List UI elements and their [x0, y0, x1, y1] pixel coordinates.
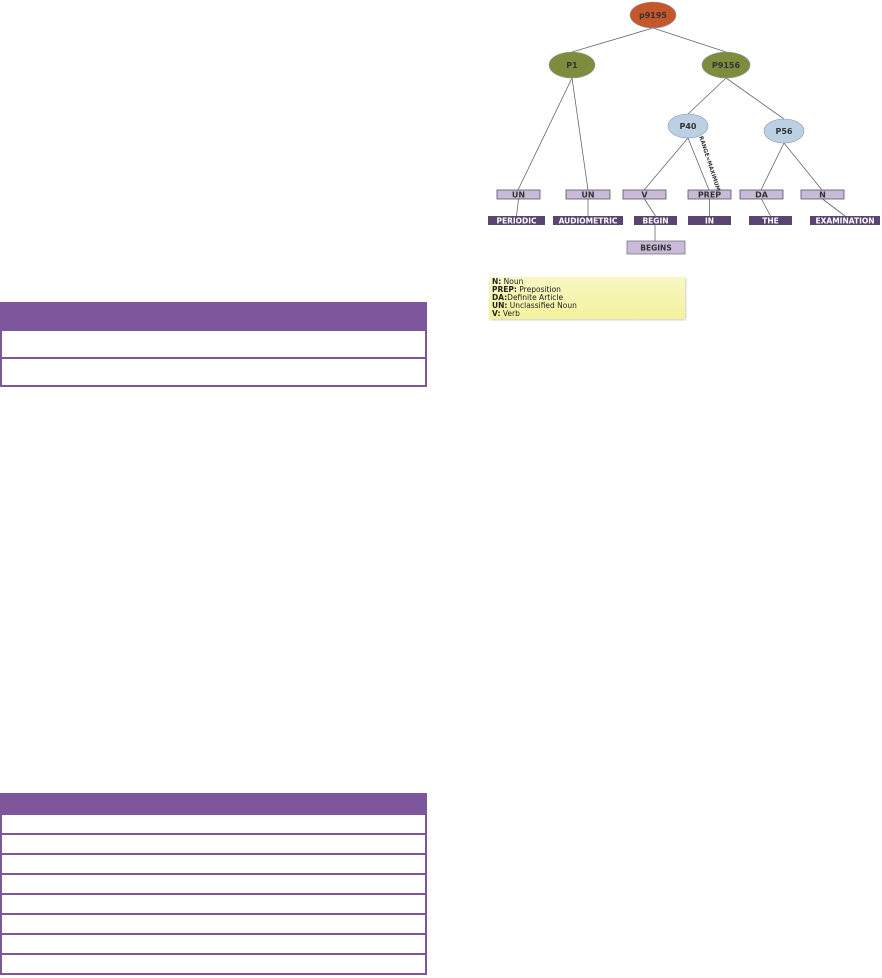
table-row [0, 955, 427, 975]
table-row [0, 915, 427, 935]
lemma-box [626, 240, 686, 255]
word-label: THE [762, 217, 779, 226]
table-row [0, 835, 427, 855]
tree-edge [571, 77, 589, 191]
word-label: BEGIN [642, 217, 668, 226]
pos-tag-box [739, 189, 784, 200]
tree-edge [761, 198, 771, 217]
word-label: PERIODIC [496, 217, 537, 226]
tree-edge [687, 77, 727, 115]
tree-node-p9156 [701, 51, 751, 79]
word-box [634, 216, 677, 225]
tree-edge [687, 137, 710, 191]
pos-tag-label: PREP [698, 191, 721, 200]
tree-edge [652, 27, 727, 53]
tree-edge [643, 137, 689, 191]
tree-edge [783, 142, 823, 191]
tree-edge [822, 198, 846, 217]
pos-tag-box [496, 189, 541, 200]
tree-edge [725, 77, 785, 120]
tree-node-label: P9156 [712, 61, 741, 70]
tree-node-label: P40 [680, 122, 697, 131]
pos-tag-label: V [641, 191, 648, 200]
table-top [0, 302, 427, 387]
pos-tag-label: UN [512, 191, 525, 200]
tree-edge [516, 198, 519, 217]
tree-node-root [629, 1, 677, 29]
word-label: IN [705, 217, 714, 226]
table-bottom [0, 793, 427, 975]
pos-tag-label: UN [581, 191, 594, 200]
tree-node-label: P56 [776, 127, 793, 136]
tree-edge [571, 27, 654, 53]
legend-item-n: N: Noun [492, 277, 524, 286]
table-row [0, 815, 427, 835]
table-row [0, 359, 427, 387]
tree-node-p56 [763, 118, 805, 144]
tree-node-p1 [548, 51, 596, 79]
pos-tag-box [687, 189, 732, 200]
table-row [0, 875, 427, 895]
pos-tag-box [565, 189, 611, 200]
legend: N: Noun PREP: Preposition DA:Definite Ar… [489, 277, 685, 319]
lemma-label: BEGINS [640, 244, 671, 253]
table-row [0, 935, 427, 955]
table-row [0, 331, 427, 359]
tree-node-label: p9195 [639, 11, 667, 20]
tree-edge [517, 77, 573, 191]
word-box [553, 216, 623, 225]
word-box [749, 216, 792, 225]
word-box [688, 216, 731, 225]
tree-edge [644, 198, 656, 217]
parse-tree-diagram: p9195 P1 P9156 P40 P56 UN UN V PREP DA N PERIODIC AU… [488, 1, 880, 255]
table-header [0, 793, 427, 815]
legend-item-un: UN: Unclassified Noun [492, 301, 577, 310]
word-box [488, 216, 545, 225]
tree-node-label: P1 [566, 61, 578, 70]
pos-tag-label: DA [755, 191, 769, 200]
pos-tag-box [800, 189, 845, 200]
tree-edge [760, 142, 785, 191]
legend-item-da: DA:Definite Article [492, 293, 564, 302]
pos-tag-label: N [819, 191, 826, 200]
word-label: AUDIOMETRIC [559, 217, 618, 226]
legend-item-v: V: Verb [492, 309, 520, 318]
tree-node-p40 [667, 113, 709, 139]
pos-tag-box [622, 189, 667, 200]
table-header [0, 302, 427, 331]
word-label: EXAMINATION [815, 217, 874, 226]
edge-label: RANGE=MAXIMUM [697, 135, 720, 191]
legend-item-prep: PREP: Preposition [492, 285, 561, 294]
table-row [0, 855, 427, 875]
word-box [810, 216, 880, 225]
table-row [0, 895, 427, 915]
